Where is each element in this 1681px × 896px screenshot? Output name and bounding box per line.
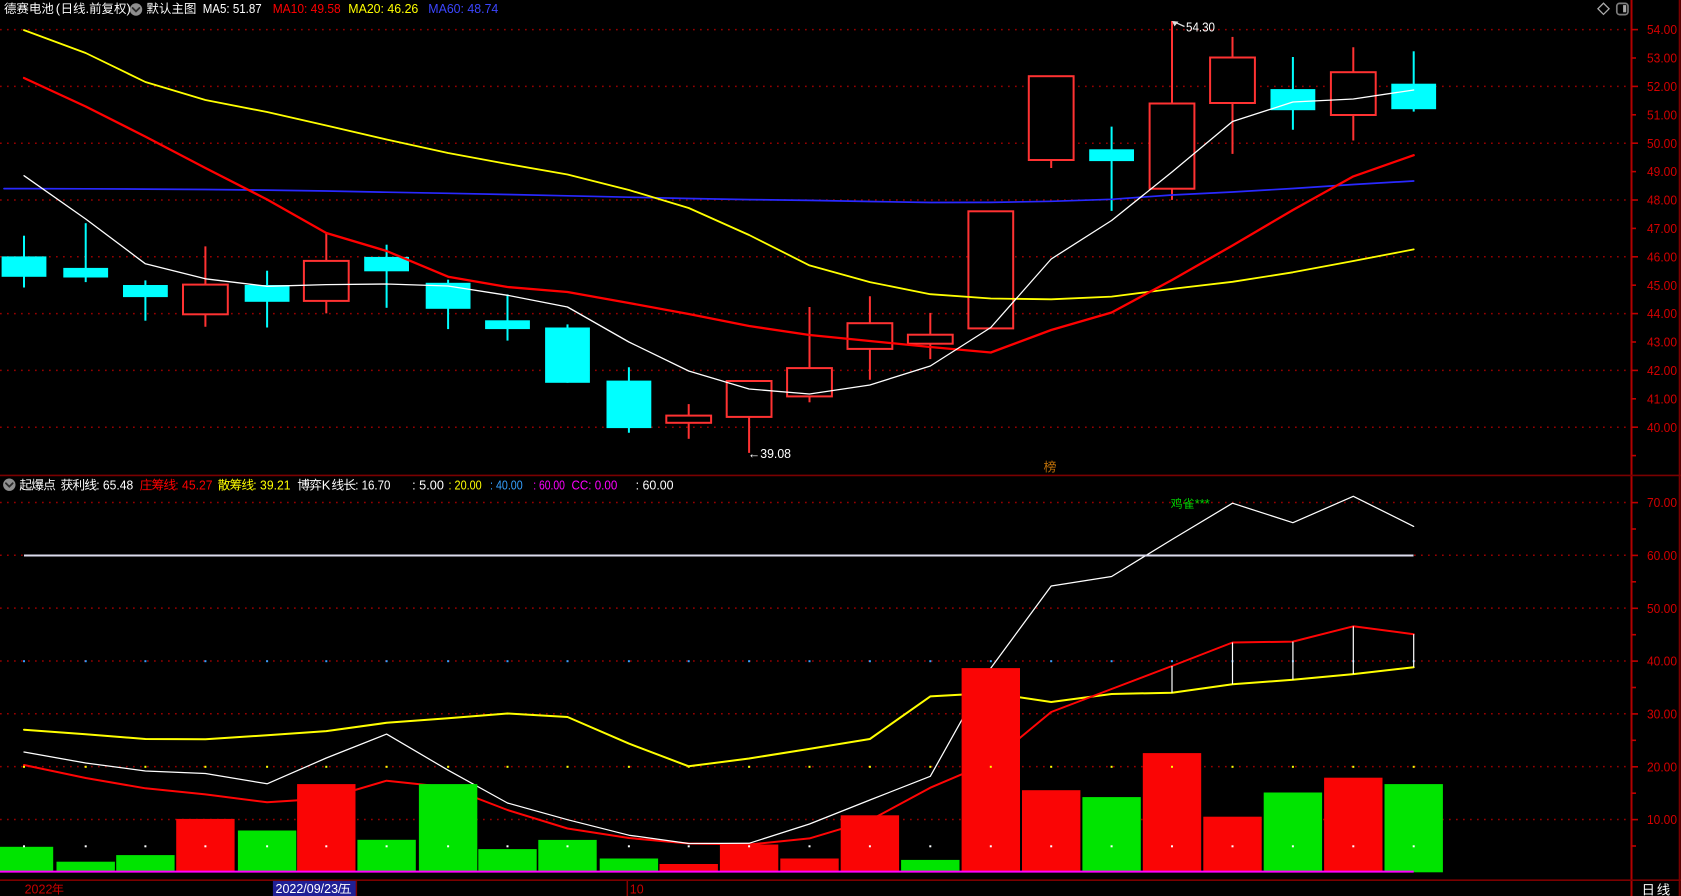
svg-text:: 45.27: : 45.27 bbox=[175, 478, 212, 493]
svg-text:50.00: 50.00 bbox=[1647, 136, 1677, 151]
svg-text:: 40.00: : 40.00 bbox=[490, 478, 523, 493]
svg-text:MA5: 51.87: MA5: 51.87 bbox=[203, 1, 262, 16]
svg-text:MA60: 48.74: MA60: 48.74 bbox=[428, 1, 498, 16]
svg-text:: 5.00: : 5.00 bbox=[412, 478, 444, 493]
svg-text:47.00: 47.00 bbox=[1647, 221, 1677, 236]
svg-text:***: *** bbox=[1195, 496, 1210, 511]
svg-text:43.00: 43.00 bbox=[1647, 335, 1677, 350]
svg-text:10.00: 10.00 bbox=[1647, 812, 1677, 827]
svg-text:10: 10 bbox=[630, 883, 644, 896]
svg-text:50.00: 50.00 bbox=[1647, 601, 1677, 616]
svg-text:20.00: 20.00 bbox=[1647, 759, 1677, 774]
svg-text:.: . bbox=[86, 1, 90, 16]
svg-text:2022: 2022 bbox=[25, 883, 53, 896]
svg-text:51.00: 51.00 bbox=[1647, 107, 1677, 122]
svg-text:2022/09/23/: 2022/09/23/ bbox=[276, 882, 343, 896]
svg-text:: 65.48: : 65.48 bbox=[96, 478, 133, 493]
svg-text:K: K bbox=[322, 478, 331, 493]
svg-text:(: ( bbox=[56, 1, 61, 16]
svg-text:←39.08: ←39.08 bbox=[748, 446, 791, 461]
svg-text:45.00: 45.00 bbox=[1647, 278, 1677, 293]
svg-text:MA20: 46.26: MA20: 46.26 bbox=[348, 1, 418, 16]
svg-text:54.00: 54.00 bbox=[1647, 22, 1677, 37]
svg-text:53.00: 53.00 bbox=[1647, 51, 1677, 66]
svg-text:: 39.21: : 39.21 bbox=[253, 478, 290, 493]
svg-text:30.00: 30.00 bbox=[1647, 707, 1677, 722]
svg-text:: 20.00: : 20.00 bbox=[449, 478, 482, 493]
svg-text:46.00: 46.00 bbox=[1647, 249, 1677, 264]
svg-text:44.00: 44.00 bbox=[1647, 306, 1677, 321]
svg-text:48.00: 48.00 bbox=[1647, 193, 1677, 208]
svg-text:): ) bbox=[127, 1, 131, 16]
svg-text:52.00: 52.00 bbox=[1647, 79, 1677, 94]
svg-text:40.00: 40.00 bbox=[1647, 420, 1677, 435]
svg-text:70.00: 70.00 bbox=[1647, 495, 1677, 510]
svg-text:: 60.00: : 60.00 bbox=[533, 478, 565, 493]
svg-text:MA10: 49.58: MA10: 49.58 bbox=[273, 1, 341, 16]
svg-text:60.00: 60.00 bbox=[1647, 548, 1677, 563]
svg-text:54.30: 54.30 bbox=[1186, 20, 1215, 35]
svg-text:42.00: 42.00 bbox=[1647, 363, 1677, 378]
svg-text:41.00: 41.00 bbox=[1647, 391, 1677, 406]
svg-text:40.00: 40.00 bbox=[1647, 654, 1677, 669]
svg-text:: 60.00: : 60.00 bbox=[636, 478, 674, 493]
svg-text:49.00: 49.00 bbox=[1647, 164, 1677, 179]
svg-text:CC: 0.00: CC: 0.00 bbox=[572, 478, 618, 493]
svg-text:: 16.70: : 16.70 bbox=[355, 478, 390, 493]
